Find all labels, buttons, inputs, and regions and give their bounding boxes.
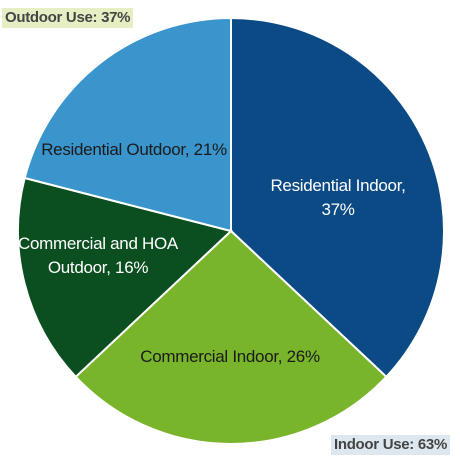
annotation: Indoor Use: 63%	[330, 435, 450, 455]
slice-label: Residential Indoor, 37%	[270, 176, 406, 219]
slice-label: Residential Outdoor, 21%	[41, 140, 227, 159]
annotation: Outdoor Use: 37%	[2, 8, 134, 28]
slice-label: Commercial and HOA Outdoor, 16%	[18, 234, 178, 277]
slice-label: Commercial Indoor, 26%	[140, 347, 320, 366]
pie-slice	[230, 16, 445, 379]
pie-slice	[23, 16, 232, 233]
pie-slice	[74, 229, 388, 445]
pie-slice	[17, 176, 234, 379]
